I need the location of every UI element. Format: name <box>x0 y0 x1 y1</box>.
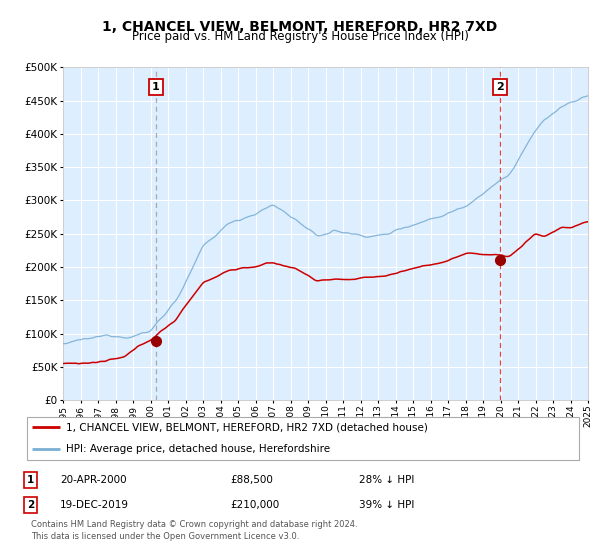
FancyBboxPatch shape <box>27 417 579 460</box>
Text: 1: 1 <box>27 475 34 485</box>
Text: 19-DEC-2019: 19-DEC-2019 <box>60 501 129 510</box>
Text: £210,000: £210,000 <box>230 501 280 510</box>
Text: 1: 1 <box>152 82 160 92</box>
Text: Contains HM Land Registry data © Crown copyright and database right 2024.
This d: Contains HM Land Registry data © Crown c… <box>31 520 358 542</box>
Text: HPI: Average price, detached house, Herefordshire: HPI: Average price, detached house, Here… <box>66 444 330 454</box>
Text: 20-APR-2000: 20-APR-2000 <box>60 475 127 485</box>
Text: £88,500: £88,500 <box>230 475 274 485</box>
Text: 2: 2 <box>27 501 34 510</box>
Text: Price paid vs. HM Land Registry's House Price Index (HPI): Price paid vs. HM Land Registry's House … <box>131 30 469 43</box>
Text: 2: 2 <box>496 82 504 92</box>
Text: 39% ↓ HPI: 39% ↓ HPI <box>359 501 414 510</box>
Text: 1, CHANCEL VIEW, BELMONT, HEREFORD, HR2 7XD (detached house): 1, CHANCEL VIEW, BELMONT, HEREFORD, HR2 … <box>66 422 428 432</box>
Text: 1, CHANCEL VIEW, BELMONT, HEREFORD, HR2 7XD: 1, CHANCEL VIEW, BELMONT, HEREFORD, HR2 … <box>103 20 497 34</box>
Text: 28% ↓ HPI: 28% ↓ HPI <box>359 475 414 485</box>
